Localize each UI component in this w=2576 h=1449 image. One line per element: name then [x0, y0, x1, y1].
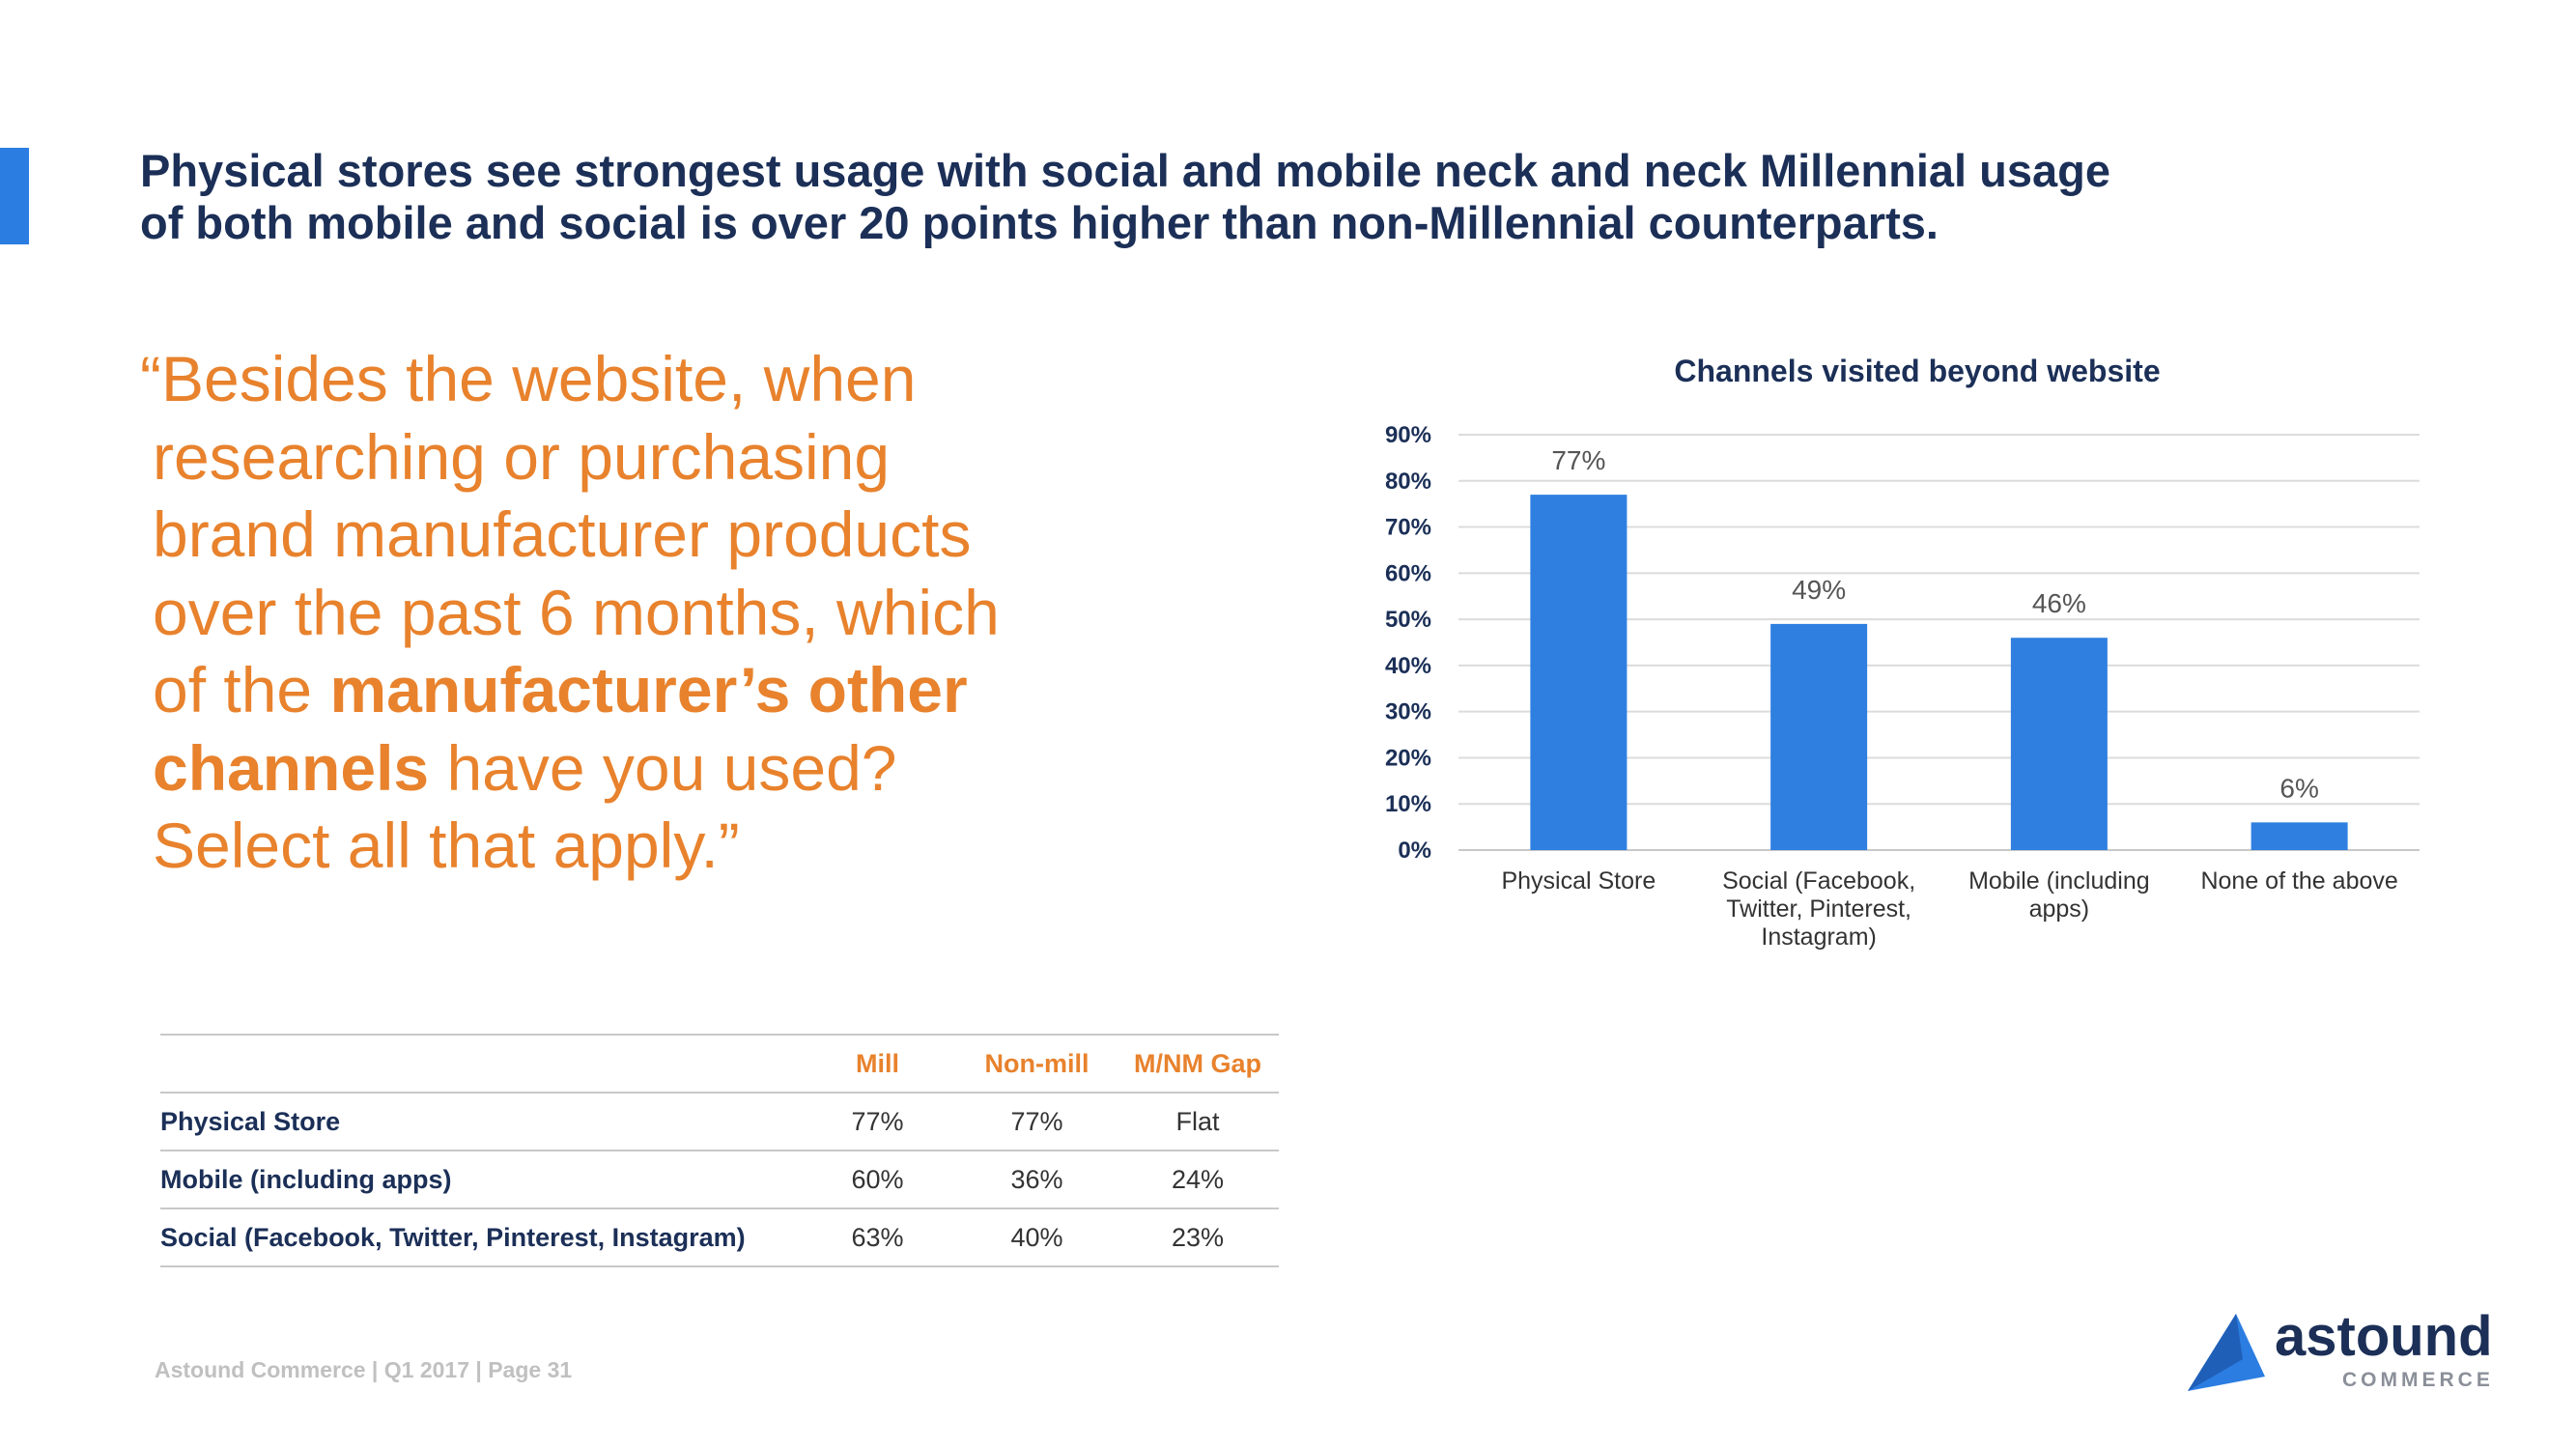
y-tick-label: 50%	[1385, 607, 1431, 633]
bar	[1530, 495, 1628, 850]
table-header-row: Mill Non-mill M/NM Gap	[160, 1035, 1279, 1093]
table-row: Social (Facebook, Twitter, Pinterest, In…	[160, 1208, 1279, 1266]
chart-title: Channels visited beyond website	[1674, 354, 2161, 388]
category-label: apps)	[2029, 895, 2090, 923]
quote-emphasis-2: channels	[153, 731, 430, 804]
category-label: Mobile (including	[1968, 867, 2150, 895]
y-tick-label: 30%	[1385, 699, 1431, 725]
cell-mill: 77%	[851, 1106, 904, 1136]
logo-triangle-icon	[2188, 1314, 2265, 1391]
y-tick-label: 60%	[1385, 560, 1431, 586]
bar	[2010, 638, 2108, 850]
astound-logo: astound COMMERCE	[2183, 1305, 2494, 1396]
logo-subtitle: COMMERCE	[2342, 1369, 2494, 1391]
mill-vs-nonmill-table: Mill Non-mill M/NM Gap Physical Store 77…	[160, 1034, 1279, 1267]
y-tick-label: 20%	[1385, 745, 1431, 771]
row-label: Mobile (including apps)	[160, 1164, 452, 1194]
cell-gap: Flat	[1175, 1106, 1220, 1136]
cell-gap: 24%	[1171, 1164, 1225, 1194]
category-label: Social (Facebook,	[1722, 867, 1915, 895]
y-tick-label: 10%	[1385, 791, 1431, 817]
quote-line-1: “Besides the website, when	[140, 343, 917, 414]
headline-line-2: of both mobile and social is over 20 poi…	[140, 197, 1939, 248]
y-tick-label: 90%	[1385, 422, 1431, 448]
table-row: Mobile (including apps) 60% 36% 24%	[160, 1151, 1279, 1208]
page-headline: Physical stores see strongest usage with…	[140, 145, 2362, 249]
footer-page-info: Astound Commerce | Q1 2017 | Page 31	[155, 1357, 573, 1382]
row-label: Physical Store	[160, 1106, 341, 1136]
table-header-blank	[160, 1035, 798, 1093]
quote-emphasis-1: manufacturer’s other	[329, 654, 968, 725]
category-label: Physical Store	[1501, 867, 1656, 895]
category-label: Twitter, Pinterest,	[1726, 895, 1911, 923]
quote-line-5: of the manufacturer’s other	[140, 651, 1067, 729]
data-label: 49%	[1792, 575, 1846, 605]
y-tick-label: 40%	[1385, 653, 1431, 679]
cell-gap: 23%	[1171, 1222, 1225, 1252]
data-label: 6%	[2279, 773, 2318, 803]
table-header-gap: M/NM Gap	[1134, 1048, 1261, 1078]
cell-non-mill: 77%	[1010, 1106, 1063, 1136]
data-label: 77%	[1551, 445, 1605, 475]
table-header-mill: Mill	[856, 1048, 899, 1078]
cell-mill: 60%	[851, 1164, 904, 1194]
y-tick-label: 0%	[1398, 838, 1431, 864]
quote-line-4: over the past 6 months, which	[153, 576, 1000, 648]
quote-line-6-text: have you used?	[429, 731, 897, 804]
row-label: Social (Facebook, Twitter, Pinterest, In…	[160, 1222, 746, 1252]
cell-non-mill: 36%	[1010, 1164, 1063, 1194]
data-label: 46%	[2032, 588, 2086, 618]
table-header-non-mill: Non-mill	[984, 1048, 1090, 1078]
category-label: Instagram)	[1761, 923, 1876, 951]
quote-line-7: Select all that apply.”	[153, 810, 740, 881]
logo-wordmark: astound	[2275, 1305, 2493, 1368]
accent-bar	[0, 148, 29, 244]
quote-line-2: researching or purchasing	[153, 420, 891, 493]
y-tick-label: 80%	[1385, 469, 1431, 495]
headline-line-1: Physical stores see strongest usage with…	[140, 145, 2110, 196]
quote-line-6: channels have you used?	[140, 729, 1067, 808]
cell-non-mill: 40%	[1010, 1222, 1063, 1252]
category-label: None of the above	[2200, 867, 2397, 895]
table-row: Physical Store 77% 77% Flat	[160, 1093, 1279, 1151]
bar-chart: 0% 10% 20% 30% 40% 50% 60% 70% 80% 90% 77% Physical…	[1385, 422, 2420, 951]
y-tick-label: 70%	[1385, 515, 1431, 541]
bar	[2250, 822, 2348, 850]
bar	[1770, 623, 1868, 850]
cell-mill: 63%	[851, 1222, 904, 1252]
quote-line-3: brand manufacturer products	[153, 498, 972, 570]
survey-question-quote: “Besides the website, when researching o…	[140, 340, 1067, 885]
quote-line-5-text: of the	[153, 654, 330, 725]
